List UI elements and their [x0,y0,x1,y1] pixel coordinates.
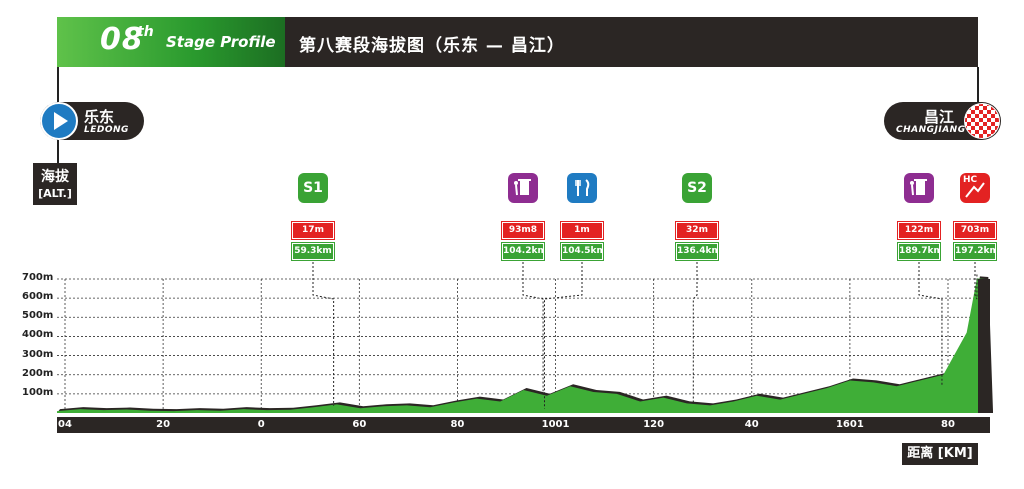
marker-leader-line [974,262,978,300]
x-tick-label: 80 [941,419,955,430]
elevation-area [57,278,990,413]
x-tick-label: 1001 [541,419,570,430]
climb-category-label: HC [963,175,978,185]
marker-altitude-label: 17m [291,221,335,240]
marker-distance-label: 104.5km [560,242,606,261]
checkered-flag-icon [964,103,1000,139]
frame-right-line [977,67,979,107]
altitude-axis-title: 海拔 [ALT.] [33,163,77,205]
y-tick-label: 300m [22,348,54,360]
altitude-title-en: [ALT.] [38,187,72,200]
x-tick-label: 80 [450,419,465,430]
sprint-icon: S2 [682,173,712,203]
marker-leader-line [312,262,335,406]
marker-leader-line [918,262,943,386]
x-tick-label: 04 [58,419,72,430]
x-tick-label: 0 [257,419,265,430]
marker-altitude-label: 703m [953,221,997,240]
start-name-en: LEDONG [84,125,129,135]
mountain-icon: HC [960,173,990,203]
header-brand-band [57,17,285,67]
y-tick-label: 200m [22,367,54,379]
y-tick-label: 600m [22,291,54,303]
header-title-band [285,17,978,67]
stage-number: 08 [100,22,144,57]
distance-axis-title: 距离 [KM] [902,443,978,465]
altitude-title-cn: 海拔 [41,169,69,185]
x-tick-label: 40 [744,419,759,430]
start-name-cn: 乐东 [84,108,115,126]
finish-name-cn: 昌江 [924,108,955,126]
marker-altitude-label: 93m8 [501,221,545,240]
marker-distance-label: 197.2km [953,242,999,261]
trash-bin-icon [508,173,538,203]
y-tick-label: 400m [22,329,54,341]
x-tick-label: 1601 [835,419,864,430]
play-arrow-icon [40,102,78,140]
y-tick-label: 100m [22,386,54,398]
page-title: 第八赛段海拔图（乐东 — 昌江） [299,36,565,56]
finish-wall [978,279,990,413]
x-tick-label: 120 [643,419,665,430]
marker-distance-label: 189.7km [897,242,943,261]
finish-location-badge: 昌江 CHANGJIANG [884,102,1001,140]
distance-axis-bar [57,417,990,433]
marker-altitude-label: 32m [675,221,719,240]
marker-distance-label: 104.2km [501,242,547,261]
y-tick-label: 500m [22,310,54,322]
stage-suffix: th [137,24,154,40]
marker-distance-label: 136.4km [675,242,721,261]
marker-distance-label: 59.3km [291,242,335,261]
marker-altitude-label: 122m [897,221,941,240]
trash-bin-icon [904,173,934,203]
start-location-badge: 乐东 LEDONG [40,102,144,140]
stage-profile-label: Stage Profile [166,33,276,51]
finish-name-en: CHANGJIANG [896,125,966,135]
sprint-icon: S1 [298,173,328,203]
y-tick-label: 700m [22,272,54,283]
feed-zone-icon [567,173,597,203]
marker-leader-line [543,262,583,409]
x-tick-label: 20 [156,419,171,430]
marker-leader-line [692,262,698,403]
marker-altitude-label: 1m [560,221,604,240]
x-tick-label: 60 [352,419,367,430]
marker-leader-line [522,262,544,392]
